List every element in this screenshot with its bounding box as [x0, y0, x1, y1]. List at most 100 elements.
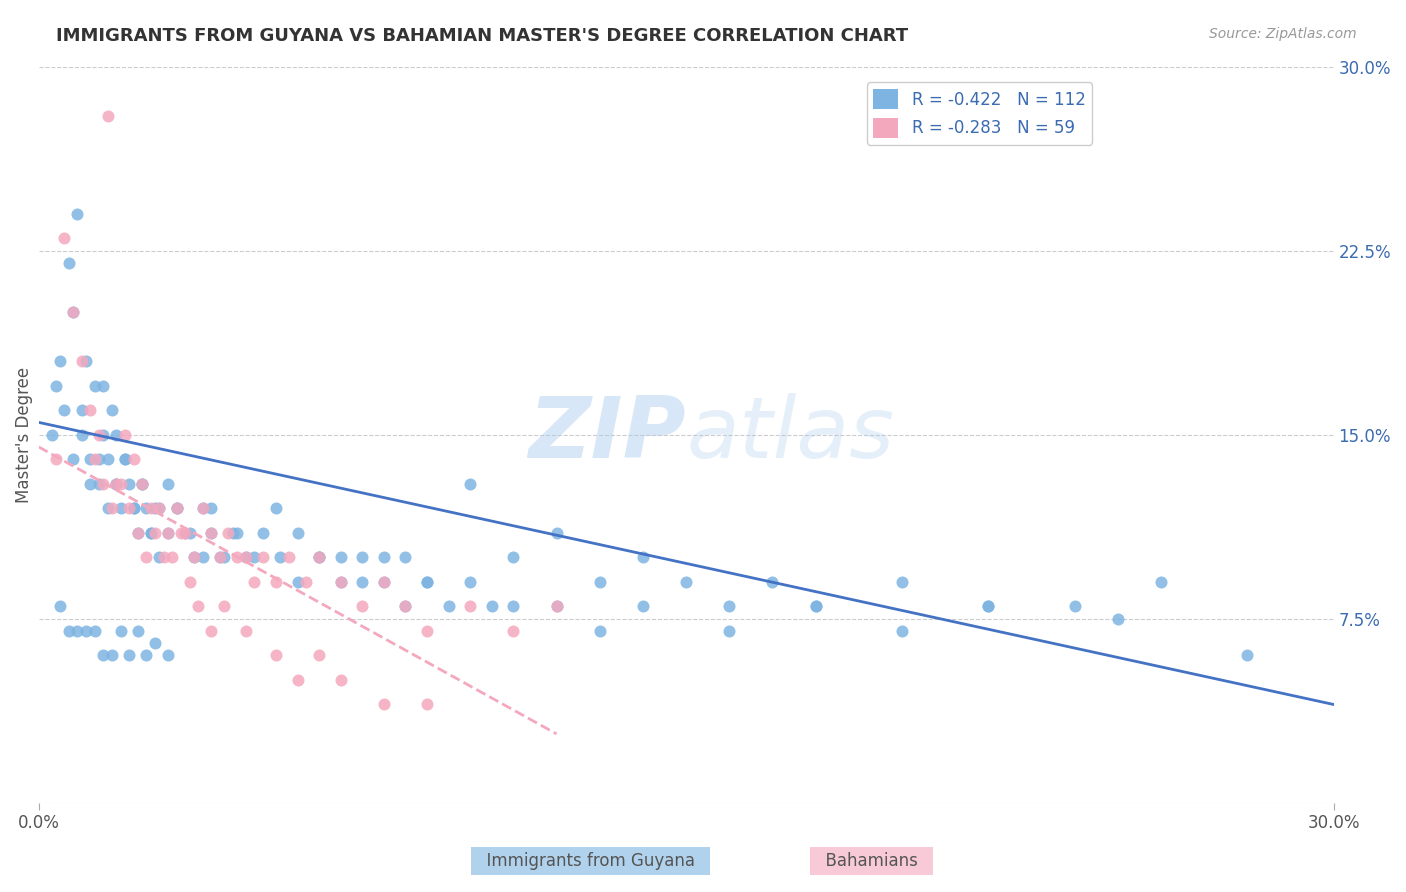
- Point: [97, 501, 120, 516]
- Point: [264, 574, 287, 589]
- Point: [329, 574, 352, 589]
- Point: [162, 550, 184, 565]
- Point: [200, 525, 222, 540]
- Text: ZIP: ZIP: [529, 393, 686, 476]
- Point: [70, 427, 93, 442]
- Point: [631, 550, 654, 565]
- Point: [308, 550, 330, 565]
- Point: [45, 452, 67, 467]
- Point: [308, 550, 330, 565]
- Point: [105, 476, 128, 491]
- Point: [191, 550, 214, 565]
- Point: [105, 476, 128, 491]
- Point: [546, 525, 568, 540]
- Point: [135, 550, 157, 565]
- Point: [66, 624, 89, 638]
- Point: [718, 624, 741, 638]
- Point: [87, 452, 110, 467]
- Point: [329, 673, 352, 687]
- Point: [58, 256, 80, 270]
- Point: [977, 599, 1000, 614]
- Point: [1236, 648, 1258, 663]
- Point: [187, 599, 209, 614]
- Point: [416, 624, 439, 638]
- Point: [191, 501, 214, 516]
- Point: [127, 525, 149, 540]
- Point: [200, 501, 222, 516]
- Point: [139, 501, 162, 516]
- Point: [53, 403, 76, 417]
- Point: [122, 501, 145, 516]
- Point: [287, 574, 309, 589]
- Point: [589, 624, 612, 638]
- Point: [546, 599, 568, 614]
- Point: [761, 574, 783, 589]
- Y-axis label: Master's Degree: Master's Degree: [15, 367, 32, 503]
- Point: [235, 550, 257, 565]
- Point: [49, 354, 72, 368]
- Point: [226, 525, 249, 540]
- Point: [79, 452, 101, 467]
- Point: [79, 403, 101, 417]
- Point: [804, 599, 827, 614]
- Point: [70, 354, 93, 368]
- Point: [287, 525, 309, 540]
- Point: [212, 550, 235, 565]
- Point: [243, 550, 266, 565]
- Point: [546, 599, 568, 614]
- Point: [135, 648, 157, 663]
- Point: [287, 673, 309, 687]
- Point: [416, 698, 439, 712]
- Point: [394, 599, 416, 614]
- Point: [890, 574, 912, 589]
- Point: [1107, 611, 1129, 625]
- Point: [222, 525, 245, 540]
- Point: [49, 599, 72, 614]
- Point: [200, 624, 222, 638]
- Point: [139, 525, 162, 540]
- Point: [174, 525, 197, 540]
- Point: [416, 574, 439, 589]
- Point: [183, 550, 205, 565]
- Point: [110, 476, 132, 491]
- Point: [502, 624, 524, 638]
- Text: atlas: atlas: [686, 393, 894, 476]
- Point: [252, 550, 274, 565]
- Point: [589, 574, 612, 589]
- Text: Source: ZipAtlas.com: Source: ZipAtlas.com: [1209, 27, 1357, 41]
- Point: [157, 648, 180, 663]
- Point: [226, 550, 249, 565]
- Point: [458, 476, 481, 491]
- Point: [394, 599, 416, 614]
- Point: [718, 599, 741, 614]
- Point: [157, 476, 180, 491]
- Point: [148, 550, 170, 565]
- Point: [122, 452, 145, 467]
- Point: [118, 476, 141, 491]
- Point: [675, 574, 697, 589]
- Point: [114, 452, 136, 467]
- Point: [179, 574, 201, 589]
- Point: [131, 476, 153, 491]
- Point: [127, 624, 149, 638]
- Point: [70, 403, 93, 417]
- Point: [127, 525, 149, 540]
- Point: [166, 501, 188, 516]
- Point: [373, 550, 395, 565]
- Point: [101, 648, 124, 663]
- Point: [143, 501, 166, 516]
- Point: [105, 476, 128, 491]
- Point: [143, 525, 166, 540]
- Point: [87, 427, 110, 442]
- Point: [110, 624, 132, 638]
- Point: [200, 525, 222, 540]
- Point: [166, 501, 188, 516]
- Point: [166, 501, 188, 516]
- Point: [135, 501, 157, 516]
- Point: [157, 525, 180, 540]
- Point: [208, 550, 231, 565]
- Point: [183, 550, 205, 565]
- Point: [458, 599, 481, 614]
- Point: [87, 476, 110, 491]
- Point: [75, 624, 97, 638]
